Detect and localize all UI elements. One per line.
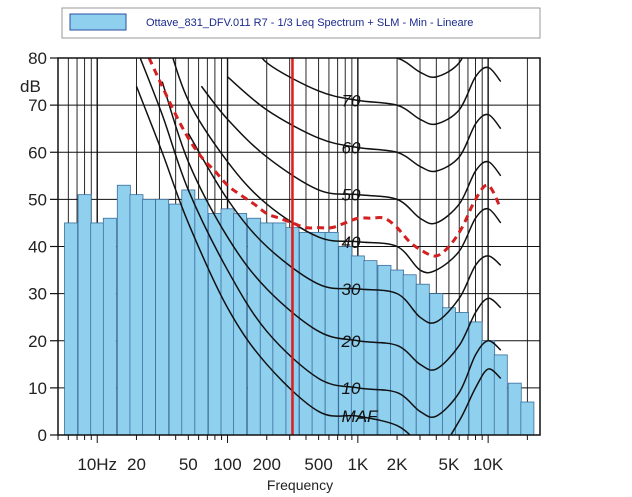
spectrum-bar: [102, 217, 117, 435]
contour-line: [172, 58, 502, 274]
spectrum-bar: [181, 189, 196, 435]
y-tick-label: 40: [28, 238, 47, 257]
spectrum-bar: [299, 231, 313, 435]
contour-line: [200, 85, 502, 225]
x-tick-label: 500: [304, 455, 332, 474]
spectrum-bar: [194, 198, 209, 435]
contour-label: 50: [342, 186, 361, 205]
x-tick-label: 10Hz: [77, 455, 117, 474]
contour-label: 40: [342, 233, 361, 252]
spectrum-bars: [64, 184, 535, 435]
spectrum-bar: [77, 194, 92, 435]
y-tick-label: 0: [38, 426, 47, 445]
y-tick-label: 80: [28, 49, 47, 68]
y-tick-label: 10: [28, 379, 47, 398]
y-tick-label: 70: [28, 96, 47, 115]
spectrum-bar: [64, 222, 79, 435]
spectrum-bar: [90, 222, 105, 435]
loudness-contours: [135, 58, 502, 435]
spectrum-bar: [390, 269, 405, 435]
spectrum-bar: [168, 203, 183, 435]
spectrum-bar: [363, 260, 378, 435]
legend: Ottave_831_DFV.011 R7 - 1/3 Leq Spectrum…: [61, 7, 541, 39]
spectrum-bar: [155, 198, 170, 435]
contour-line: [261, 58, 502, 126]
legend-swatch: [69, 13, 127, 31]
spectrum-bar: [116, 184, 131, 435]
x-axis: 10Hz 20 50 100 200 500 1K 2K 5K 10K: [57, 435, 528, 474]
x-tick-label: 2K: [387, 455, 408, 474]
contour-labels: MAF 10 20 30 40 50 60 70: [341, 91, 380, 426]
spectrum-bar: [481, 340, 496, 435]
x-axis-label: Frequency: [267, 477, 333, 493]
contour-label: MAF: [342, 407, 380, 426]
contour-line: [393, 58, 464, 78]
x-tick-label: 5K: [439, 455, 460, 474]
spectrum-bar: [272, 222, 287, 435]
x-tick-label: 200: [253, 455, 281, 474]
y-tick-label: 60: [28, 143, 47, 162]
x-tick-label: 10K: [473, 455, 504, 474]
x-tick-label: 20: [127, 455, 146, 474]
spectrum-bar: [233, 213, 248, 435]
y-tick-label: 20: [28, 332, 47, 351]
contour-label: 70: [342, 91, 361, 110]
y-tick-label: 50: [28, 190, 47, 209]
spectrum-bar: [507, 382, 522, 435]
x-tick-label: 50: [179, 455, 198, 474]
spectrum-bar: [247, 217, 262, 435]
contour-line: [161, 81, 502, 371]
y-tick-label: 30: [28, 285, 47, 304]
x-tick-label: 100: [213, 455, 241, 474]
contour-label: 20: [341, 332, 361, 351]
contour-line: [227, 76, 502, 173]
spectrum-bar: [324, 231, 339, 435]
y-axis-label: dB: [20, 77, 41, 96]
contour-label: 60: [342, 139, 361, 158]
legend-label: Ottave_831_DFV.011 R7 - 1/3 Leq Spectrum…: [146, 17, 473, 29]
spectrum-bar: [220, 208, 235, 435]
spectrum-bar: [441, 307, 456, 435]
x-tick-label: 1K: [347, 455, 368, 474]
contour-line: [187, 133, 502, 324]
contour-label: 10: [342, 379, 361, 398]
contour-label: 30: [342, 280, 361, 299]
dashed-curve: [147, 58, 503, 258]
threshold-curve: [147, 58, 503, 258]
spectrum-bar: [142, 198, 157, 435]
spectrum-bar: [129, 194, 144, 435]
y-axis: 0 10 20 30 40 50 60 70 80: [28, 49, 58, 445]
legend-box: [61, 7, 541, 39]
contour-line: [139, 58, 502, 419]
spectrum-bar: [493, 354, 508, 435]
spectrum-bar: [259, 222, 274, 435]
spectrum-bar: [520, 401, 535, 435]
contour-line: [135, 86, 502, 435]
